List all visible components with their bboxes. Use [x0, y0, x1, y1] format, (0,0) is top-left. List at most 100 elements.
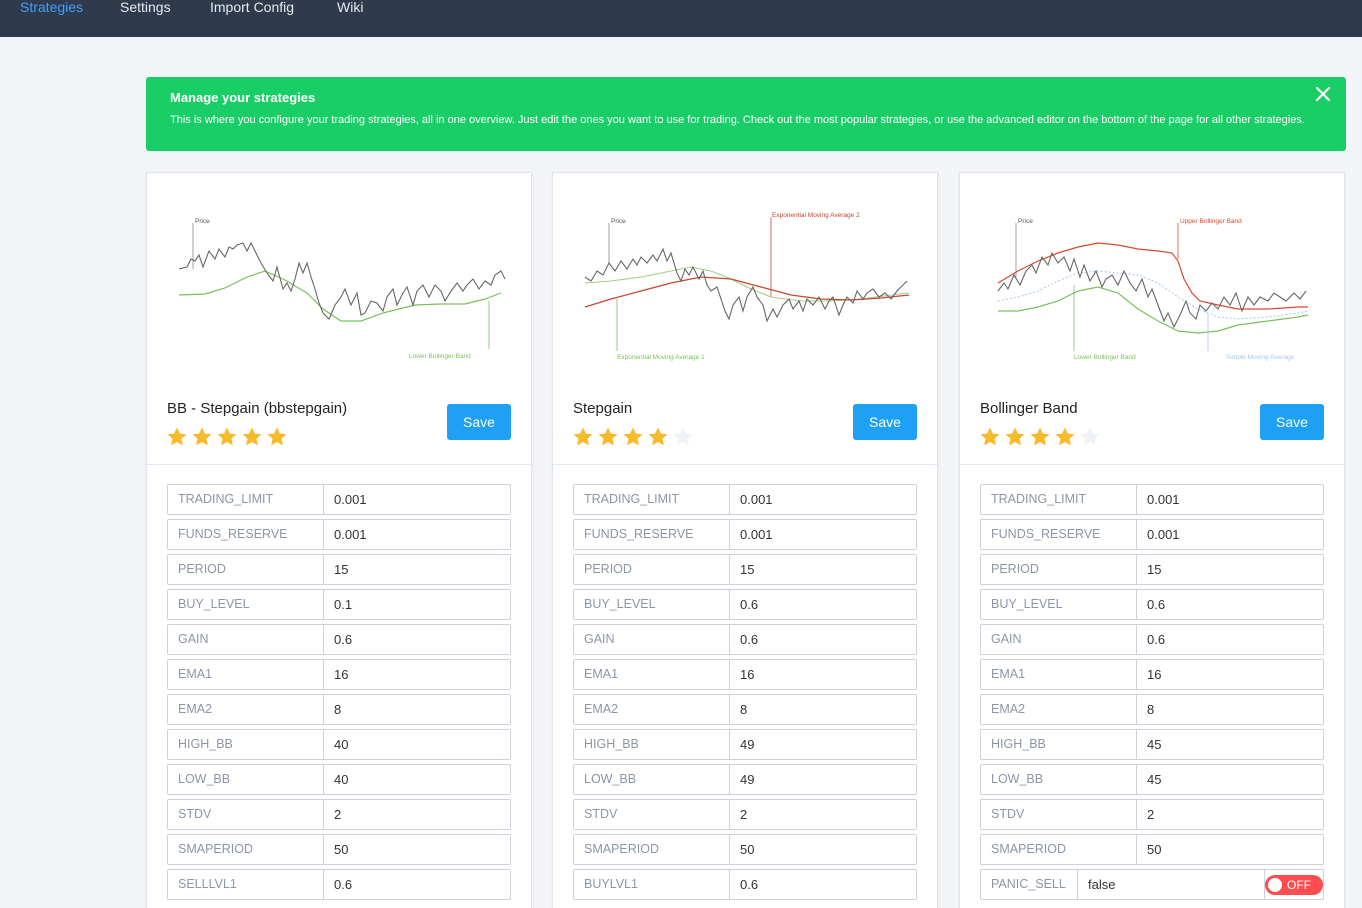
field-input[interactable] [1137, 660, 1323, 689]
field-input[interactable] [730, 695, 916, 724]
field-period: PERIOD [167, 554, 511, 585]
field-label: SMAPERIOD [574, 835, 730, 864]
field-input[interactable] [730, 870, 916, 899]
field-input[interactable] [730, 730, 916, 759]
alert-body: This is where you configure your trading… [170, 114, 1305, 126]
field-input[interactable] [324, 835, 510, 864]
field-input[interactable] [324, 555, 510, 584]
field-input[interactable] [730, 555, 916, 584]
save-button[interactable]: Save [447, 404, 511, 440]
field-label: LOW_BB [981, 765, 1137, 794]
star-icon-filled[interactable] [190, 425, 214, 449]
star-icon-filled[interactable] [165, 425, 189, 449]
rating-stars[interactable] [165, 425, 289, 449]
field-input[interactable] [730, 800, 916, 829]
field-stdv: STDV [573, 799, 917, 830]
field-selllvl1: SELLLVL1 [167, 869, 511, 900]
field-input[interactable] [1137, 625, 1323, 654]
field-input[interactable] [1137, 485, 1323, 514]
star-icon-filled[interactable] [1003, 425, 1027, 449]
field-input[interactable] [1137, 520, 1323, 549]
field-input[interactable] [1137, 555, 1323, 584]
field-input[interactable] [1078, 870, 1264, 899]
toggle-label: OFF [1287, 877, 1311, 892]
strategy-title: Stepgain [573, 400, 633, 417]
star-icon-filled[interactable] [1028, 425, 1052, 449]
field-input[interactable] [324, 660, 510, 689]
field-label: BUY_LEVEL [168, 590, 324, 619]
strategy-chart-preview: Price Lower Bollinger Band [178, 218, 506, 360]
field-period: PERIOD [980, 554, 1324, 585]
strategy-fields: TRADING_LIMIT FUNDS_RESERVE PERIOD BUY_L… [573, 484, 917, 904]
field-input[interactable] [730, 590, 916, 619]
field-input[interactable] [324, 625, 510, 654]
field-label: FUNDS_RESERVE [574, 520, 730, 549]
nav-strategies[interactable]: Strategies [20, 0, 84, 15]
field-funds-reserve: FUNDS_RESERVE [980, 519, 1324, 550]
field-input[interactable] [1137, 835, 1323, 864]
field-trading-limit: TRADING_LIMIT [980, 484, 1324, 515]
star-icon-filled[interactable] [571, 425, 595, 449]
field-label: SELLLVL1 [168, 870, 324, 899]
save-button[interactable]: Save [853, 404, 917, 440]
strategy-title: BB - Stepgain (bbstepgain) [167, 400, 348, 417]
panic-sell-toggle[interactable]: OFF [1265, 874, 1323, 895]
field-low-bb: LOW_BB [573, 764, 917, 795]
nav-import-config[interactable]: Import Config [210, 0, 295, 15]
field-smaperiod: SMAPERIOD [167, 834, 511, 865]
field-input[interactable] [324, 730, 510, 759]
star-icon-filled[interactable] [646, 425, 670, 449]
chart-label-ema2: Exponential Moving Average 2 [772, 212, 860, 219]
star-icon-filled[interactable] [596, 425, 620, 449]
field-input[interactable] [1137, 695, 1323, 724]
field-low-bb: LOW_BB [980, 764, 1324, 795]
save-button[interactable]: Save [1260, 404, 1324, 440]
field-label: HIGH_BB [574, 730, 730, 759]
nav-settings[interactable]: Settings [120, 0, 171, 15]
toggle-knob [1268, 877, 1282, 892]
field-input[interactable] [730, 520, 916, 549]
field-input[interactable] [730, 485, 916, 514]
star-icon-filled[interactable] [978, 425, 1002, 449]
field-input[interactable] [324, 765, 510, 794]
star-icon-filled[interactable] [240, 425, 264, 449]
field-buylvl1: BUYLVL1 [573, 869, 917, 900]
field-input[interactable] [1137, 590, 1323, 619]
star-icon-filled[interactable] [1053, 425, 1077, 449]
field-input[interactable] [730, 765, 916, 794]
rating-stars[interactable] [571, 425, 695, 449]
field-label: BUYLVL1 [574, 870, 730, 899]
field-input[interactable] [730, 835, 916, 864]
star-icon-filled[interactable] [215, 425, 239, 449]
field-input[interactable] [1137, 800, 1323, 829]
field-input[interactable] [1137, 765, 1323, 794]
field-input[interactable] [730, 625, 916, 654]
field-input[interactable] [730, 660, 916, 689]
card-divider [553, 464, 937, 465]
chart-label-ema1: Exponential Moving Average 1 [617, 354, 705, 361]
field-label: FUNDS_RESERVE [168, 520, 324, 549]
field-input[interactable] [324, 520, 510, 549]
field-input[interactable] [324, 485, 510, 514]
field-smaperiod: SMAPERIOD [980, 834, 1324, 865]
star-icon-empty[interactable] [1078, 425, 1102, 449]
rating-stars[interactable] [978, 425, 1102, 449]
field-ema1: EMA1 [573, 659, 917, 690]
field-input[interactable] [324, 870, 510, 899]
star-icon-filled[interactable] [265, 425, 289, 449]
chart-label-price: Price [611, 218, 626, 225]
field-input[interactable] [324, 695, 510, 724]
star-icon-empty[interactable] [671, 425, 695, 449]
field-input[interactable] [324, 800, 510, 829]
field-input[interactable] [1137, 730, 1323, 759]
field-buy-level: BUY_LEVEL [167, 589, 511, 620]
close-icon[interactable] [1314, 85, 1332, 103]
field-label: STDV [574, 800, 730, 829]
field-input[interactable] [324, 590, 510, 619]
star-icon-filled[interactable] [621, 425, 645, 449]
field-label: EMA2 [981, 695, 1137, 724]
strategy-fields: TRADING_LIMIT FUNDS_RESERVE PERIOD BUY_L… [980, 484, 1324, 904]
strategy-card-bbstepgain: Price Lower Bollinger Band BB - Stepgain… [146, 172, 532, 908]
field-label: EMA2 [574, 695, 730, 724]
nav-wiki[interactable]: Wiki [337, 0, 364, 15]
